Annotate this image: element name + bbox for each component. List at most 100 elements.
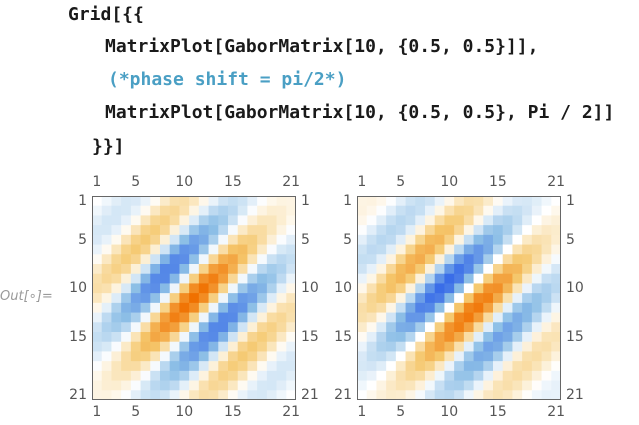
- matrix-cell: [415, 370, 426, 381]
- matrix-cell: [444, 370, 455, 381]
- matrix-cell: [366, 225, 377, 236]
- matrix-cell: [140, 196, 151, 207]
- matrix-cell: [257, 264, 268, 275]
- matrix-cell: [140, 225, 151, 236]
- matrix-cell: [179, 205, 190, 216]
- matrix-cell: [150, 205, 161, 216]
- matrix-cell: [502, 341, 513, 352]
- matrix-cell: [111, 361, 122, 372]
- matrix-cell: [405, 234, 416, 245]
- matrix-cell: [140, 205, 151, 216]
- matrix-cell: [434, 244, 445, 255]
- matrix-cell: [247, 322, 258, 333]
- matrix-cell: [357, 264, 368, 275]
- matrix-cell: [218, 273, 229, 284]
- matrix-cell: [218, 283, 229, 294]
- matrix-cell: [502, 225, 513, 236]
- matrix-cell: [405, 283, 416, 294]
- matrix-cell: [150, 370, 161, 381]
- code-line-matrixplot-1[interactable]: MatrixPlot[GaborMatrix[10, {0.5, 0.5}]],: [105, 36, 539, 57]
- matrix-cell: [493, 390, 504, 400]
- matrix-cell: [444, 244, 455, 255]
- matrix-cell: [286, 322, 296, 333]
- matrix-cell: [483, 312, 494, 323]
- matrix-cell: [101, 244, 112, 255]
- y-tick-left: 1: [78, 192, 87, 209]
- matrix-cell: [425, 283, 436, 294]
- matrix-cell: [121, 215, 132, 226]
- matrix-cell: [551, 370, 561, 381]
- matrix-cell: [247, 370, 258, 381]
- code-line-grid[interactable]: Grid[{{: [68, 4, 144, 25]
- matrix-cell: [434, 196, 445, 207]
- x-tick-top: 21: [547, 174, 566, 190]
- matrix-cell: [434, 380, 445, 391]
- matrix-cell: [551, 351, 561, 362]
- matrix-cell: [434, 332, 445, 343]
- matrix-cell: [150, 380, 161, 391]
- matrix-cell: [531, 390, 542, 400]
- matrix-cell: [522, 196, 533, 207]
- matrix-cell: [92, 273, 103, 284]
- matrix-cell: [512, 234, 523, 245]
- matrix-cell: [376, 283, 387, 294]
- matrix-cell: [395, 283, 406, 294]
- matrix-cell: [366, 380, 377, 391]
- matrix-cell: [276, 361, 287, 372]
- matrix-cell: [140, 351, 151, 362]
- matrix-cell: [454, 225, 465, 236]
- matrix-cell: [493, 196, 504, 207]
- matrix-cell: [179, 225, 190, 236]
- code-line-close[interactable]: }}]: [92, 136, 125, 157]
- code-comment-phase-shift[interactable]: (*phase shift = pi/2*): [108, 69, 347, 90]
- matrix-cell: [473, 254, 484, 265]
- matrix-cell: [493, 302, 504, 313]
- matrix-cell: [228, 283, 239, 294]
- matrix-cell: [434, 264, 445, 275]
- matrix-cell: [247, 205, 258, 216]
- matrix-cell: [522, 361, 533, 372]
- matrix-cell: [512, 205, 523, 216]
- matrix-cell: [541, 283, 552, 294]
- matrix-cell: [228, 361, 239, 372]
- matrix-cell: [512, 225, 523, 236]
- matrix-cell: [179, 302, 190, 313]
- matrix-cell: [160, 322, 171, 333]
- matrix-cell: [512, 273, 523, 284]
- matrix-cell: [541, 302, 552, 313]
- matrix-cell: [257, 225, 268, 236]
- matrix-cell: [395, 322, 406, 333]
- matrix-cell: [228, 273, 239, 284]
- matrix-cell: [425, 293, 436, 304]
- matrix-cell: [444, 215, 455, 226]
- matrix-cell: [425, 380, 436, 391]
- y-tick-left: 10: [334, 280, 352, 297]
- matrix-cell: [415, 254, 426, 265]
- matrix-cell: [551, 322, 561, 333]
- matrix-cell: [473, 244, 484, 255]
- matrix-cell: [101, 205, 112, 216]
- code-line-matrixplot-2[interactable]: MatrixPlot[GaborMatrix[10, {0.5, 0.5}, P…: [105, 102, 615, 123]
- matrix-cell: [92, 264, 103, 275]
- matrix-cell: [551, 196, 561, 207]
- matrix-cell: [189, 215, 200, 226]
- matrix-cell: [454, 293, 465, 304]
- matrix-cell: [502, 370, 513, 381]
- matrix-cell: [366, 361, 377, 372]
- matrix-cell: [357, 370, 368, 381]
- y-tick-right: 5: [566, 231, 575, 248]
- matrix-cell: [286, 254, 296, 265]
- matrix-cell: [405, 196, 416, 207]
- matrix-cell: [357, 244, 368, 255]
- matrix-cell: [444, 293, 455, 304]
- matrix-cell: [218, 361, 229, 372]
- matrix-cell: [512, 332, 523, 343]
- matrix-cell: [502, 234, 513, 245]
- matrix-cell: [228, 205, 239, 216]
- x-tick-bottom: 5: [131, 404, 141, 420]
- matrix-cell: [228, 293, 239, 304]
- matrix-cell: [483, 302, 494, 313]
- x-tick-top: 10: [440, 174, 459, 190]
- matrix-cell: [121, 293, 132, 304]
- matrix-cell: [140, 370, 151, 381]
